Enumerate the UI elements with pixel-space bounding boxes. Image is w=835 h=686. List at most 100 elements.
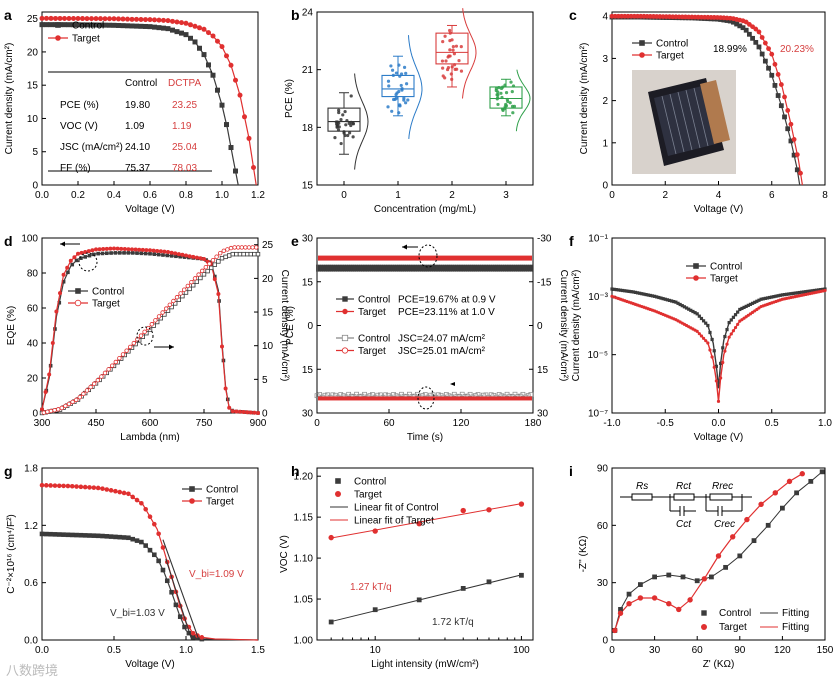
panel-f-point bbox=[665, 298, 669, 302]
panel-b-point bbox=[351, 121, 355, 125]
panel-d-point bbox=[158, 249, 163, 254]
panel-g-point bbox=[65, 532, 71, 538]
panel-i-target-point bbox=[617, 610, 624, 616]
panel-g-point bbox=[147, 547, 153, 553]
panel-d-point bbox=[72, 255, 77, 260]
panel-h-frame bbox=[316, 467, 534, 641]
panel-e-control-pce-point bbox=[519, 264, 522, 272]
panel-a-point bbox=[102, 22, 108, 28]
panel-e-control-pce-point bbox=[454, 264, 457, 272]
panel-f-point bbox=[733, 325, 738, 330]
panel-d-int-point bbox=[189, 279, 194, 285]
panel-a-point bbox=[210, 33, 216, 39]
panel-d-point bbox=[130, 251, 135, 255]
panel-h-control-point bbox=[416, 597, 422, 603]
panel-d-int-point bbox=[77, 394, 82, 400]
panel-d-point bbox=[65, 265, 70, 270]
panel-b-point bbox=[343, 109, 347, 114]
panel-b-point bbox=[511, 84, 516, 88]
panel-b-ytick-label: 18 bbox=[302, 123, 314, 134]
panel-f-point bbox=[782, 292, 787, 297]
panel-c-point bbox=[794, 167, 800, 173]
panel-e-control-pce-point bbox=[318, 264, 320, 272]
panel-f-point bbox=[797, 290, 802, 295]
panel-g-point bbox=[74, 484, 79, 489]
panel-c-ylabel: Current density (mA/cm²) bbox=[579, 43, 590, 155]
panel-f-point bbox=[810, 289, 814, 293]
panel-e-control-pce-point bbox=[316, 264, 318, 272]
panel-d-int-point bbox=[239, 245, 244, 250]
panel-e-control-jsc-point bbox=[496, 392, 502, 397]
panel-d-point bbox=[174, 254, 178, 259]
panel-e-y2label: Current density (mA/cm²) bbox=[558, 270, 569, 382]
panel-e-control-pce-point bbox=[462, 264, 464, 272]
circuit-label: Rct bbox=[676, 481, 692, 492]
panel-f-point bbox=[757, 298, 761, 302]
panel-d-point bbox=[241, 410, 246, 414]
panel-a-point bbox=[215, 38, 220, 44]
circuit-label: Crec bbox=[714, 519, 735, 530]
panel-a-point bbox=[66, 22, 72, 28]
panel-d-point bbox=[166, 250, 170, 254]
panel-d-int-point bbox=[117, 356, 122, 361]
panel-d-int-point bbox=[149, 322, 154, 327]
panel-h-legend-label: Linear fit of Target bbox=[354, 516, 434, 527]
panel-h-annotation: 1.72 kT/q bbox=[432, 617, 474, 628]
panel-d-point bbox=[213, 274, 217, 279]
panel-i-xtick-label: 0 bbox=[609, 645, 615, 656]
panel-i-target-point bbox=[676, 606, 682, 613]
panel-g-point bbox=[48, 531, 53, 537]
panel-c-point bbox=[778, 103, 784, 109]
panel-a-table-row-label: PCE (%) bbox=[60, 100, 99, 111]
panel-d-int-point bbox=[163, 306, 169, 311]
panel-a-table-control-value: 19.80 bbox=[125, 100, 150, 111]
panel-d-point bbox=[87, 253, 92, 258]
panel-c-legend-label: Target bbox=[656, 51, 684, 62]
panel-g-point bbox=[130, 494, 136, 500]
panel-i-control-point bbox=[652, 574, 657, 580]
panel-i-target-point bbox=[687, 597, 693, 603]
panel-d-point bbox=[50, 341, 55, 345]
panel-e-control-pce-point bbox=[500, 264, 503, 272]
panel-a-point bbox=[75, 16, 81, 22]
panel-c-point bbox=[785, 108, 791, 113]
panel-b-point bbox=[398, 104, 402, 108]
panel-f-point bbox=[736, 322, 740, 326]
panel-g-point bbox=[39, 531, 45, 537]
panel-e-control-pce-point bbox=[504, 264, 507, 272]
panel-e-control-pce-point bbox=[486, 264, 489, 272]
panel-a-point bbox=[39, 15, 45, 21]
panel-d-point bbox=[92, 252, 96, 257]
panel-e-control-pce-point bbox=[529, 264, 532, 272]
panel-a-point bbox=[152, 17, 157, 23]
panel-b-point bbox=[446, 66, 451, 70]
panel-d-int-point bbox=[223, 254, 228, 260]
panel-b-point bbox=[452, 63, 457, 67]
panel-e-control-pce-point bbox=[379, 264, 382, 272]
panel-d-xtick-label: 900 bbox=[250, 418, 267, 429]
panel-b-point bbox=[386, 79, 391, 83]
panel-f-point bbox=[621, 288, 625, 293]
panel-f-point bbox=[699, 334, 704, 338]
panel-d-int-point bbox=[66, 401, 72, 407]
panel-b-ylabel: PCE (%) bbox=[284, 79, 295, 118]
panel-e-control-pce-point bbox=[364, 264, 366, 272]
panel-e-legend-name: Control bbox=[358, 334, 390, 345]
panel-e-control-pce-point bbox=[383, 264, 386, 272]
panel-h-ytick-label: 1.00 bbox=[294, 636, 314, 647]
panel-h-ytick-label: 1.15 bbox=[294, 513, 314, 524]
panel-c-annotation: 18.99% bbox=[713, 44, 747, 55]
panel-g-point bbox=[74, 532, 79, 538]
panel-e-control-pce-point bbox=[510, 264, 512, 272]
panel-e-control-pce-point bbox=[492, 264, 495, 272]
panel-e-control-pce-point bbox=[331, 264, 334, 272]
panel-e-control-jsc-point bbox=[475, 392, 481, 397]
panel-b-point bbox=[494, 88, 498, 93]
panel-a-point bbox=[228, 62, 234, 68]
panel-d-int-point bbox=[59, 405, 64, 411]
panel-e-frame bbox=[316, 237, 534, 414]
panel-letter-g: g bbox=[4, 463, 13, 479]
panel-e-control-jsc-point bbox=[354, 391, 359, 397]
panel-h-target-point bbox=[372, 528, 378, 534]
panel-e-control-pce-point bbox=[481, 264, 484, 272]
